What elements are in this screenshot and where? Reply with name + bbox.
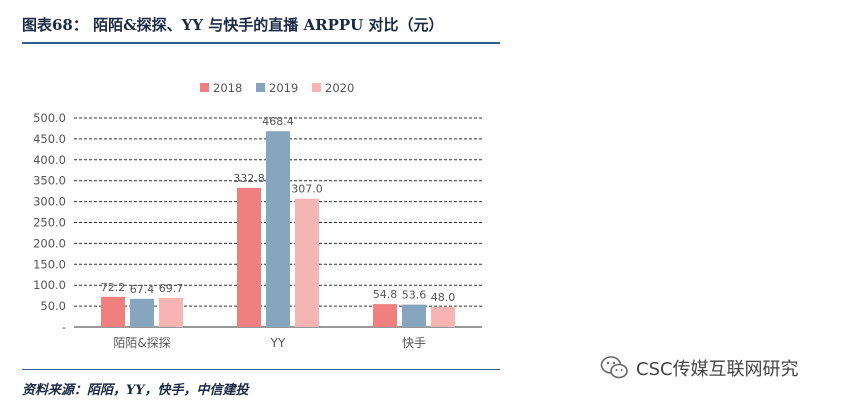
source-note: 资料来源：陌陌，YY，快手，中信建投 [22, 383, 249, 398]
data-label: 48.0 [431, 291, 456, 304]
legend-label: 2018 [213, 81, 242, 95]
wechat-icon [600, 356, 628, 379]
y-tick-label: 450.0 [33, 132, 66, 146]
y-tick-label: 50.0 [40, 299, 66, 313]
x-tick-label: YY [270, 336, 286, 350]
x-tick-label: 陌陌&探探 [113, 336, 170, 350]
bar-2020 [431, 306, 455, 327]
legend-swatch-2019 [256, 83, 265, 92]
y-tick-label: 150.0 [33, 257, 66, 271]
y-tick-label: 500.0 [33, 111, 66, 125]
legend-swatch-2018 [200, 83, 209, 92]
y-tick-label: 300.0 [33, 195, 66, 209]
bar-2018 [101, 296, 125, 327]
legend-label: 2020 [325, 81, 354, 95]
bar-2019 [402, 304, 426, 327]
source-rule [22, 369, 500, 370]
bar-2020 [159, 297, 183, 327]
bar-2019 [130, 298, 154, 327]
y-tick-label: - [62, 320, 66, 334]
data-label: 67.4 [130, 283, 155, 296]
bar-2019 [266, 131, 290, 327]
bar-2018 [237, 187, 261, 327]
figure-title: 图表68： 陌陌&探探、YY 与快手的直播 ARPPU 对比（元） [22, 16, 444, 34]
watermark-text: CSC传媒互联网研究 [636, 359, 799, 380]
data-label: 307.0 [291, 183, 323, 196]
x-tick-label: 快手 [402, 336, 426, 350]
y-tick-label: 400.0 [33, 153, 66, 167]
data-label: 53.6 [402, 289, 427, 302]
watermark: CSC传媒互联网研究 [600, 352, 799, 384]
data-label: 69.7 [159, 282, 184, 295]
y-tick-label: 100.0 [33, 278, 66, 292]
data-label: 54.8 [373, 288, 398, 301]
bar-2020 [295, 198, 319, 327]
data-label: 332.8 [233, 172, 265, 185]
bar-2018 [373, 304, 397, 327]
data-label: 72.2 [101, 281, 126, 294]
legend-label: 2019 [269, 81, 298, 95]
data-label: 468.4 [262, 115, 294, 128]
y-tick-label: 200.0 [33, 236, 66, 250]
y-tick-label: 350.0 [33, 174, 66, 188]
legend-swatch-2020 [312, 83, 321, 92]
title-rule [22, 42, 500, 44]
y-tick-label: 250.0 [33, 216, 66, 230]
